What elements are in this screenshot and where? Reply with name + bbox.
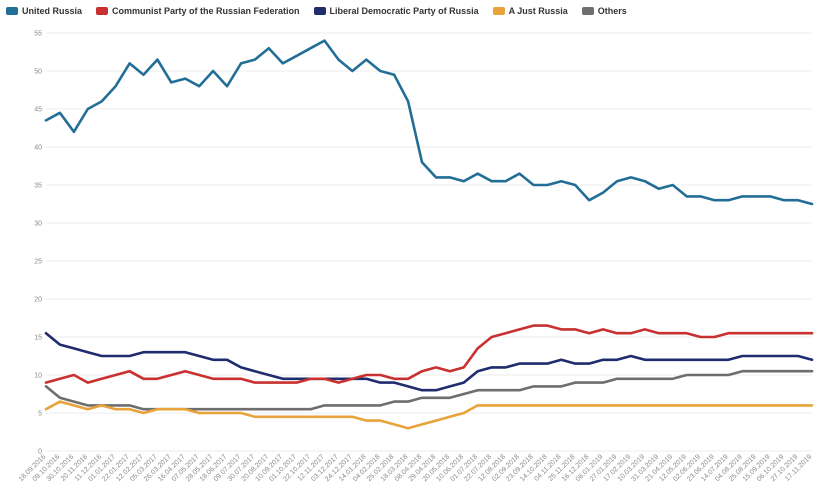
y-tick-label: 35 [34, 183, 42, 190]
legend: United Russia Communist Party of the Rus… [6, 6, 627, 16]
y-tick-label: 55 [34, 31, 42, 38]
y-tick-label: 5 [38, 411, 42, 418]
legend-label-ldpr: Liberal Democratic Party of Russia [329, 6, 479, 16]
legend-label-communist-party: Communist Party of the Russian Federatio… [112, 6, 300, 16]
y-tick-label: 50 [34, 69, 42, 76]
y-tick-label: 0 [38, 449, 42, 456]
legend-label-a-just-russia: A Just Russia [508, 6, 568, 16]
legend-swatch-communist-party [96, 7, 109, 15]
legend-item-a-just-russia[interactable]: A Just Russia [492, 6, 568, 16]
legend-swatch-united-russia [6, 7, 18, 15]
series-line-united-russia [44, 39, 814, 206]
series-line-liberal-democratic-party-of-russia [44, 331, 814, 392]
legend-label-united-russia: United Russia [22, 6, 83, 16]
legend-item-communist-party[interactable]: Communist Party of the Russian Federatio… [96, 6, 300, 16]
series-line-a-just-russia [44, 400, 814, 430]
y-tick-label: 25 [34, 259, 42, 266]
legend-item-united-russia[interactable]: United Russia [6, 6, 82, 16]
legend-swatch-others [581, 7, 594, 15]
series-line-communist-party-of-the-russian-federation [44, 324, 814, 384]
y-tick-label: 10 [34, 373, 42, 380]
y-tick-label: 20 [34, 297, 42, 304]
y-tick-label: 30 [34, 221, 42, 228]
y-tick-label: 15 [34, 335, 42, 342]
y-tick-label: 45 [34, 107, 42, 114]
legend-swatch-ldpr [313, 7, 326, 15]
legend-swatch-a-just-russia [492, 7, 505, 15]
legend-item-ldpr[interactable]: Liberal Democratic Party of Russia [313, 6, 479, 16]
y-tick-label: 40 [34, 145, 42, 152]
legend-label-others: Others [597, 6, 627, 16]
legend-item-others[interactable]: Others [581, 6, 627, 16]
